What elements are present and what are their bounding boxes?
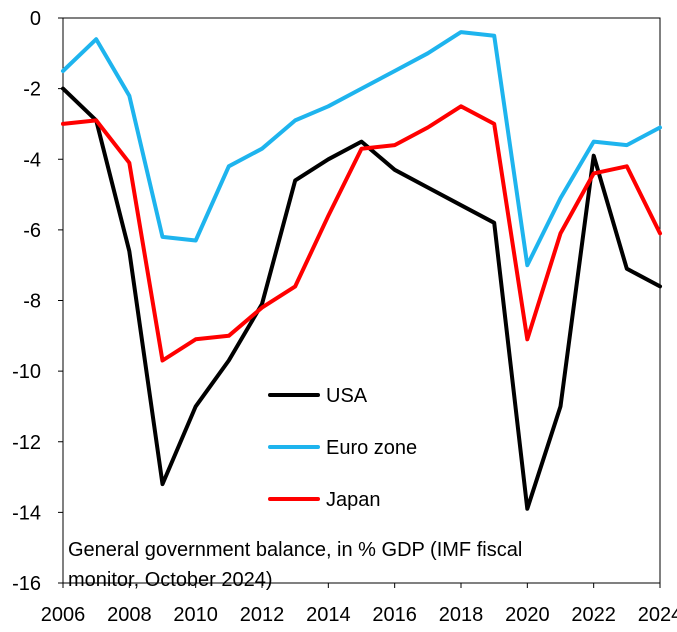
y-tick-label: 0 [30, 8, 41, 30]
x-tick-label: 2022 [571, 604, 616, 626]
chart-annotation-line-2: monitor, October 2024) [68, 569, 273, 591]
x-tick-label: 2012 [240, 604, 285, 626]
y-tick-label: -14 [12, 502, 41, 524]
x-tick-label: 2006 [41, 604, 86, 626]
legend-label-euro-zone: Euro zone [326, 437, 417, 459]
legend: USA Euro zone Japan [268, 385, 417, 511]
x-tick-label: 2014 [306, 604, 351, 626]
x-tick-label: 2020 [505, 604, 550, 626]
legend-label-japan: Japan [326, 489, 381, 511]
y-tick-label: -10 [12, 361, 41, 383]
x-tick-label: 2010 [173, 604, 218, 626]
y-tick-label: -4 [23, 149, 41, 171]
y-tick-label: -2 [23, 79, 41, 101]
y-tick-label: -6 [23, 220, 41, 242]
series-line-japan [61, 104, 662, 363]
y-tick-label: -16 [12, 573, 41, 595]
series-line-usa [61, 86, 662, 511]
y-tick-label: -12 [12, 432, 41, 454]
x-tick-label: 2016 [372, 604, 417, 626]
x-tick-label: 2024 [638, 604, 677, 626]
chart-annotation-line-1: General government balance, in % GDP (IM… [68, 539, 522, 561]
series-line-euro-zone [61, 30, 662, 268]
series-group [61, 30, 662, 511]
y-tick-label: -8 [23, 291, 41, 313]
x-tick-label: 2008 [107, 604, 152, 626]
x-tick-label: 2018 [439, 604, 484, 626]
legend-label-usa: USA [326, 385, 368, 407]
